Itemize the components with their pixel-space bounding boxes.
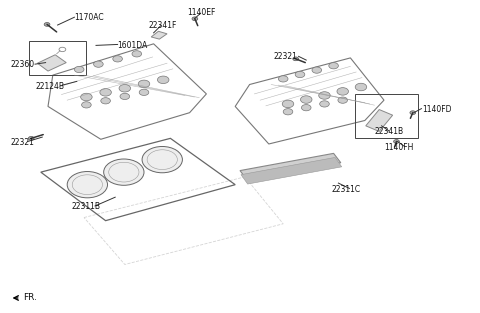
Text: 22321: 22321 (11, 138, 35, 147)
Polygon shape (366, 110, 393, 131)
Polygon shape (240, 153, 341, 180)
Text: 1140FH: 1140FH (384, 143, 413, 151)
Text: 22341F: 22341F (149, 21, 177, 29)
Circle shape (283, 109, 293, 115)
Circle shape (192, 17, 198, 21)
Circle shape (132, 51, 142, 57)
Bar (29, 41, 86, 75)
Circle shape (337, 88, 348, 95)
Circle shape (104, 159, 144, 185)
Circle shape (320, 101, 329, 107)
Circle shape (157, 76, 169, 84)
Text: 22360: 22360 (11, 60, 35, 69)
Circle shape (319, 92, 330, 99)
Circle shape (142, 146, 182, 173)
Circle shape (410, 111, 416, 115)
Circle shape (300, 96, 312, 103)
Circle shape (338, 97, 348, 103)
Text: FR.: FR. (23, 294, 37, 302)
Text: 1140EF: 1140EF (187, 8, 216, 17)
Text: 22311C: 22311C (331, 185, 360, 194)
Bar (355, 94, 418, 138)
Circle shape (282, 100, 294, 108)
Circle shape (295, 71, 305, 78)
Text: 1140FD: 1140FD (422, 105, 452, 114)
Circle shape (312, 67, 322, 73)
Circle shape (139, 89, 149, 95)
Circle shape (101, 98, 110, 104)
Circle shape (28, 136, 34, 140)
Circle shape (74, 66, 84, 73)
Circle shape (120, 93, 130, 100)
Circle shape (293, 57, 299, 61)
Circle shape (301, 105, 311, 111)
Circle shape (119, 85, 131, 92)
Circle shape (113, 56, 122, 62)
Circle shape (329, 63, 338, 69)
Circle shape (278, 76, 288, 82)
Text: 22124B: 22124B (36, 82, 65, 90)
Circle shape (81, 93, 92, 101)
Text: 22311B: 22311B (71, 202, 100, 211)
Circle shape (394, 140, 399, 143)
Polygon shape (151, 31, 167, 39)
Circle shape (67, 172, 108, 198)
Circle shape (138, 80, 150, 88)
Circle shape (94, 61, 103, 67)
Text: 1170AC: 1170AC (74, 13, 104, 22)
Polygon shape (37, 55, 66, 71)
Circle shape (355, 83, 367, 91)
Polygon shape (241, 157, 342, 184)
Text: 1601DA: 1601DA (118, 41, 148, 50)
Circle shape (82, 102, 91, 108)
Text: 22341B: 22341B (374, 127, 404, 136)
Text: 22321: 22321 (274, 52, 298, 61)
Circle shape (44, 23, 50, 26)
Circle shape (100, 89, 111, 96)
